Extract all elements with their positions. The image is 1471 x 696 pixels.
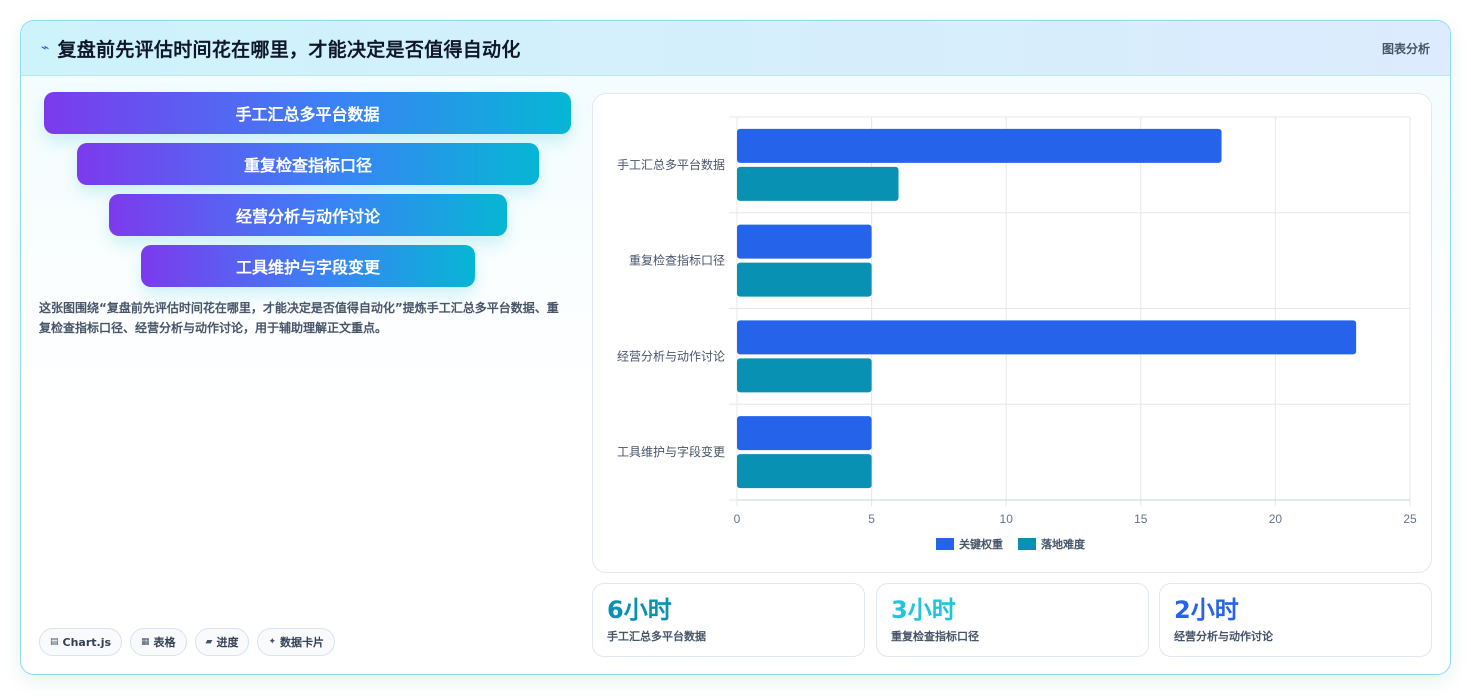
chip-label: 进度 <box>216 636 239 649</box>
x-tick-label: 10 <box>1000 512 1014 526</box>
x-tick-label: 20 <box>1269 512 1283 526</box>
chart-panel: 0 5 10 15 20 25 手工汇总多平台数据重复检查指标口径经营分析与动作讨论 工具维护… <box>592 93 1432 573</box>
y-category-label: 工具维护与字段变更 <box>617 444 725 459</box>
chip-datacard[interactable]: ✦ 数据卡片 <box>257 628 336 656</box>
x-tick-label: 15 <box>1134 512 1148 526</box>
page-title: 复盘前先评估时间花在哪里，才能决定是否值得自动化 <box>57 38 521 61</box>
x-tick-label: 0 <box>734 512 741 526</box>
y-category-label: 经营分析与动作讨论 <box>617 349 725 363</box>
legend-label: 落地难度 <box>1041 537 1086 551</box>
chart-icon: ▤ <box>50 637 59 647</box>
funnel-item: 工具维护与字段变更 <box>141 245 475 287</box>
y-category-label: 手工汇总多平台数据 <box>617 157 725 172</box>
header-tag: 图表分析 <box>1381 41 1430 56</box>
sparkle-icon: ✦ <box>268 637 277 647</box>
legend-label: 关键权重 <box>959 537 1003 551</box>
table-icon: ▦ <box>141 637 150 647</box>
header-bar: ⌁ 复盘前先评估时间花在哪里，才能决定是否值得自动化 图表分析 <box>21 21 1450 76</box>
funnel-item: 重复检查指标口径 <box>77 143 539 185</box>
legend-swatch <box>1018 538 1036 550</box>
chip-label: Chart.js <box>62 635 112 649</box>
chip-chartjs[interactable]: ▤ Chart.js <box>39 628 123 656</box>
chip-label: 表格 <box>153 636 176 649</box>
bar-chart: 0 5 10 15 20 25 手工汇总多平台数据重复检查指标口径经营分析与动作讨论工具维护… <box>617 116 1417 551</box>
chip-table[interactable]: ▦ 表格 <box>130 628 187 656</box>
bar <box>737 416 872 451</box>
progress-icon: ▰ <box>205 637 213 647</box>
stat-card: 3小时 重复检查指标口径 <box>876 583 1149 657</box>
stat-label: 经营分析与动作讨论 <box>1174 630 1273 643</box>
main-card: ⌁ 复盘前先评估时间花在哪里，才能决定是否值得自动化 图表分析 手工汇总多平台数… <box>20 20 1451 675</box>
x-tick-label: 5 <box>868 512 875 526</box>
stat-label: 手工汇总多平台数据 <box>607 630 706 643</box>
bar <box>737 224 872 259</box>
chip-progress[interactable]: ▰ 进度 <box>194 628 250 656</box>
y-category-label: 重复检查指标口径 <box>629 253 725 268</box>
stat-value: 2小时 <box>1174 596 1239 624</box>
bar <box>737 358 872 393</box>
bar <box>737 454 872 489</box>
chip-label: 数据卡片 <box>280 636 325 649</box>
funnel-item: 手工汇总多平台数据 <box>44 92 571 134</box>
funnel-item: 经营分析与动作讨论 <box>109 194 507 236</box>
spark-icon: ⌁ <box>41 40 50 56</box>
stat-label: 重复检查指标口径 <box>891 630 979 643</box>
x-tick-label: 25 <box>1403 512 1417 526</box>
stat-card: 2小时 经营分析与动作讨论 <box>1159 583 1432 657</box>
chip-row: ▤ Chart.js ▦ 表格 ▰ 进度 ✦ 数据卡片 <box>39 628 336 656</box>
legend-swatch <box>936 538 954 550</box>
bar <box>737 262 872 297</box>
stat-value: 3小时 <box>891 596 956 624</box>
stat-card: 6小时 手工汇总多平台数据 <box>592 583 865 657</box>
bar <box>737 166 899 201</box>
stat-value: 6小时 <box>607 596 672 624</box>
description-text: 这张图围绕“复盘前先评估时间花在哪里，才能决定是否值得自动化”提炼手工汇总多平台… <box>39 301 559 335</box>
bar <box>737 320 1357 355</box>
bar <box>737 128 1222 163</box>
